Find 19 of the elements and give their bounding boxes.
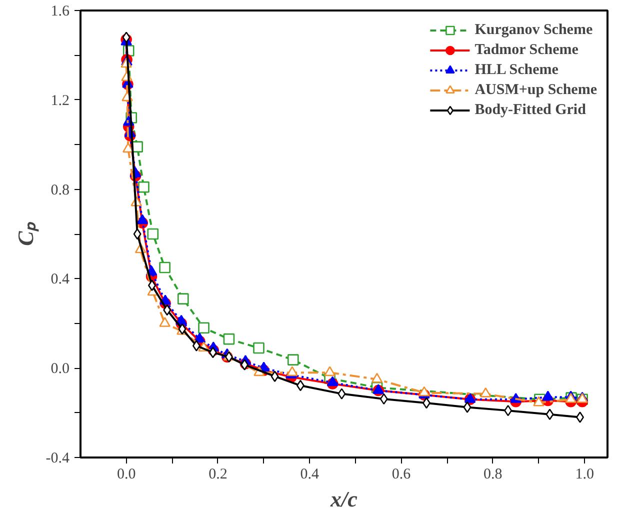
legend-label: Tadmor Scheme: [474, 41, 578, 59]
x-tick-label: 0.6: [392, 466, 412, 482]
x-tick-label: 0.2: [208, 466, 228, 482]
y-tick-label: -0.4: [46, 450, 70, 466]
x-tick-label: 0.4: [300, 466, 320, 482]
legend-label: AUSM+up Scheme: [474, 81, 597, 99]
y-tick-label: 1.2: [50, 92, 70, 109]
x-tick-label: 1.0: [575, 466, 594, 482]
x-axis-title: x/c: [330, 486, 358, 512]
legend-label: HLL Scheme: [474, 61, 558, 79]
y-axis-title: Cₚ: [12, 221, 39, 246]
y-tick-label: 1.6: [50, 4, 70, 20]
x-tick-label: 0.8: [484, 466, 502, 482]
y-tick-label: 0.4: [50, 272, 70, 288]
legend-label: Kurganov Scheme: [474, 21, 593, 39]
y-tick-label: 0.8: [50, 182, 70, 198]
x-tick-label: 0.0: [116, 466, 136, 482]
legend-label: Body-Fitted Grid: [474, 101, 586, 119]
y-tick-label: 0.0: [50, 361, 70, 378]
